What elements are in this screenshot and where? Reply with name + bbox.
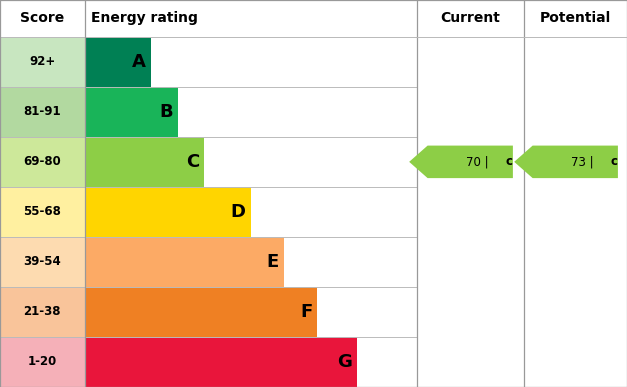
Text: c: c bbox=[611, 155, 618, 168]
Text: Current: Current bbox=[440, 11, 500, 26]
Text: 1-20: 1-20 bbox=[28, 356, 57, 368]
Text: F: F bbox=[300, 303, 312, 321]
Text: 55-68: 55-68 bbox=[23, 205, 61, 218]
Text: 92+: 92+ bbox=[29, 55, 55, 68]
Bar bbox=[0, 237, 85, 287]
Bar bbox=[85, 337, 357, 387]
Text: 70 |: 70 | bbox=[466, 155, 489, 168]
Bar bbox=[0, 0, 627, 37]
Text: A: A bbox=[132, 53, 146, 71]
Text: 21-38: 21-38 bbox=[24, 305, 61, 319]
Bar bbox=[0, 187, 85, 237]
Text: B: B bbox=[159, 103, 172, 121]
Text: E: E bbox=[266, 253, 279, 271]
Text: D: D bbox=[231, 203, 246, 221]
Bar bbox=[85, 237, 284, 287]
Text: c: c bbox=[505, 155, 513, 168]
Text: Energy rating: Energy rating bbox=[91, 11, 198, 26]
Text: G: G bbox=[337, 353, 352, 371]
Bar bbox=[0, 87, 85, 137]
Text: Potential: Potential bbox=[540, 11, 611, 26]
Bar bbox=[0, 137, 85, 187]
Text: 81-91: 81-91 bbox=[23, 105, 61, 118]
Text: 39-54: 39-54 bbox=[23, 255, 61, 269]
Bar bbox=[0, 337, 85, 387]
Text: Score: Score bbox=[20, 11, 65, 26]
Bar bbox=[85, 87, 177, 137]
Bar bbox=[0, 37, 85, 87]
Polygon shape bbox=[409, 146, 513, 178]
Polygon shape bbox=[514, 146, 618, 178]
Bar bbox=[85, 137, 204, 187]
Bar bbox=[0, 287, 85, 337]
Text: 69-80: 69-80 bbox=[23, 155, 61, 168]
Text: C: C bbox=[186, 153, 199, 171]
Bar bbox=[85, 287, 317, 337]
Text: 73 |: 73 | bbox=[571, 155, 594, 168]
Bar bbox=[85, 187, 251, 237]
Bar bbox=[85, 37, 151, 87]
